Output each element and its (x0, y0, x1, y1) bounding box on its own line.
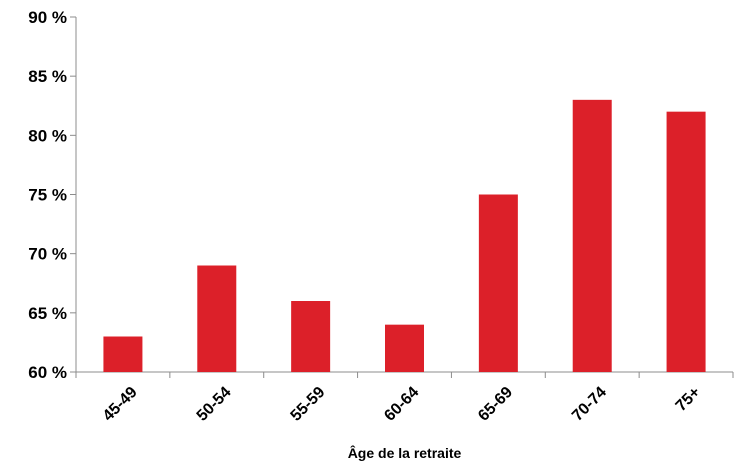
x-tick-label: 70-74 (569, 384, 610, 425)
x-tick-label: 75+ (673, 384, 704, 415)
x-tick-label: 55-59 (287, 384, 328, 425)
x-tick-label: 50-54 (194, 384, 235, 425)
bar-60-64 (385, 324, 424, 372)
x-axis-title: Âge de la retraite (348, 444, 462, 461)
bar-55-59 (291, 301, 331, 372)
y-tick-label: 75 % (28, 186, 67, 205)
bar-65-69 (478, 194, 518, 372)
y-tick-label: 90 % (28, 8, 67, 27)
bar-50-54 (197, 265, 237, 372)
y-tick-label: 85 % (28, 67, 67, 86)
y-tick-label: 60 % (28, 363, 67, 382)
axes (75, 17, 733, 373)
bars (103, 99, 706, 373)
x-tick-label: 45-49 (100, 384, 141, 425)
bar-70-74 (572, 99, 612, 372)
y-axis-ticks: 60 % 65 % 70 % 75 % 80 % 85 % 90 % (28, 8, 76, 382)
x-axis-ticks: 45-49 50-54 55-59 60-64 65-69 70-74 75+ (75, 372, 734, 425)
y-tick-label: 70 % (28, 245, 67, 264)
bar-75+ (666, 111, 706, 373)
x-tick-label: 65-69 (475, 384, 516, 425)
bar-45-49 (103, 336, 143, 372)
x-tick-label: 60-64 (381, 384, 422, 425)
y-tick-label: 65 % (28, 304, 67, 323)
y-tick-label: 80 % (28, 126, 67, 145)
